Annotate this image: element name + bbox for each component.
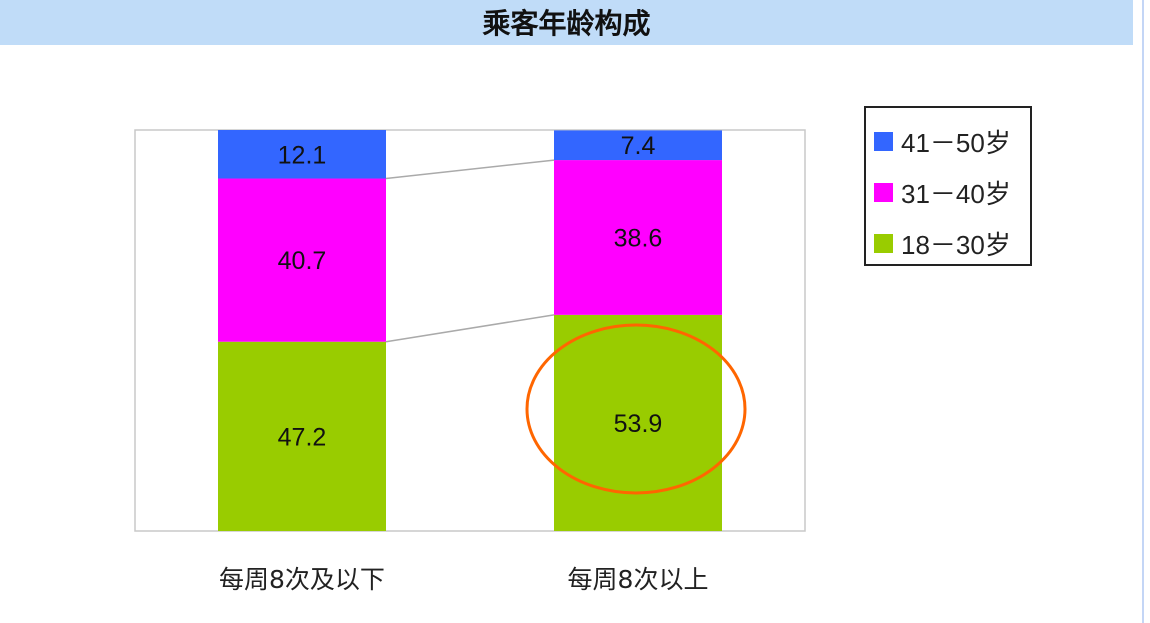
legend-swatch: [874, 131, 893, 151]
legend-label: 18－30岁: [901, 229, 1011, 260]
bar-segment: [218, 178, 386, 342]
series-connector-line: [385, 314, 555, 343]
bar-segment: [218, 130, 386, 179]
bar-segment: [554, 314, 722, 531]
x-tick-label: 每周8次及以下: [219, 565, 385, 594]
chart-title: 乘客年龄构成: [0, 0, 1133, 45]
series-connector-line: [385, 159, 555, 180]
bar-segment: [218, 341, 386, 531]
data-label: 40.7: [278, 247, 327, 275]
data-label: 53.9: [614, 410, 663, 438]
data-label: 47.2: [278, 423, 327, 451]
legend-item: 41－50岁: [874, 126, 1011, 158]
bar-segment: [554, 160, 722, 315]
x-tick-label: 每周8次以上: [568, 565, 709, 594]
data-label: 12.1: [278, 141, 327, 169]
legend-item: 18－30岁: [874, 228, 1011, 260]
data-label: 38.6: [614, 224, 663, 252]
bar-segment: [554, 130, 722, 161]
legend-label: 31－40岁: [901, 178, 1011, 209]
data-label: 7.4: [621, 132, 656, 160]
highlight-ellipse: [525, 323, 747, 495]
legend-label: 41－50岁: [901, 127, 1011, 158]
legend-swatch: [874, 233, 893, 253]
panel-border: [1142, 0, 1144, 623]
legend-swatch: [874, 182, 893, 202]
legend: 41－50岁 31－40岁 18－30岁: [864, 106, 1032, 266]
legend-item: 31－40岁: [874, 177, 1011, 209]
